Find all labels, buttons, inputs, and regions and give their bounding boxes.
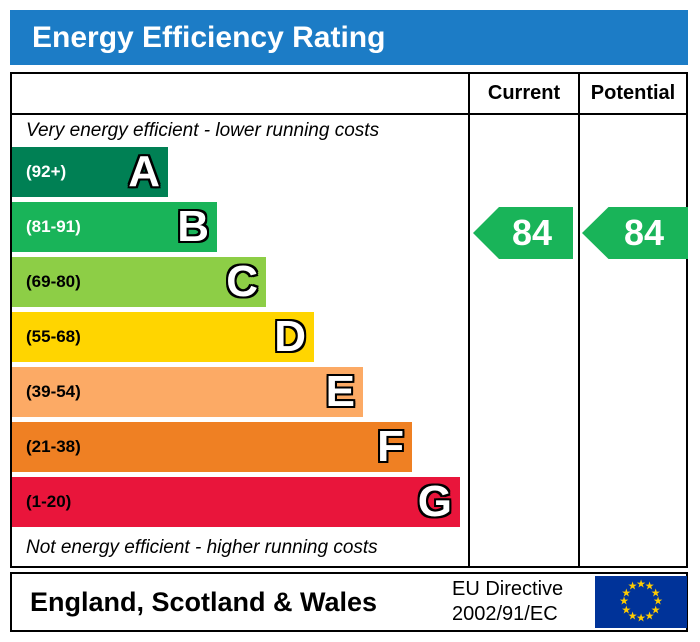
potential-column-divider — [578, 74, 580, 566]
band-letter: F — [377, 422, 404, 471]
eu-flag-star: ★ — [650, 604, 661, 616]
top-note: Very energy efficient - lower running co… — [26, 120, 380, 141]
region-label: England, Scotland & Wales — [30, 587, 378, 617]
band-F: (21-38) F — [12, 422, 412, 472]
title-bar: Energy Efficiency Rating — [10, 10, 688, 65]
band-letter: E — [325, 367, 355, 416]
band-range-label: (39-54) — [26, 382, 81, 401]
band-range-label: (69-80) — [26, 272, 81, 291]
band-range-label: (55-68) — [26, 327, 81, 346]
current-column-header: Current — [487, 82, 561, 104]
eu-flag-star: ★ — [627, 580, 638, 593]
band-range-label: (92+) — [26, 162, 67, 181]
potential-rating-value: 84 — [623, 212, 665, 253]
eu-flag-star: ★ — [653, 595, 663, 608]
bottom-note: Not energy efficient - higher running co… — [26, 537, 378, 558]
table-header-row: Current Potential — [12, 74, 686, 115]
current-rating-value: 84 — [511, 212, 553, 253]
band-range-label: (81-91) — [26, 217, 81, 236]
band-letter: G — [417, 477, 452, 526]
eu-flag-star: ★ — [650, 587, 661, 599]
footer: England, Scotland & Wales EU Directive 2… — [10, 572, 688, 632]
eu-directive-label: EU Directive 2002/91/EC — [452, 577, 563, 627]
band-letter: B — [177, 202, 209, 251]
eu-flag-star: ★ — [621, 604, 632, 616]
eu-directive-line2: 2002/91/EC — [452, 603, 558, 625]
eu-flag-star: ★ — [644, 580, 655, 593]
eu-flag-star: ★ — [627, 610, 638, 623]
band-G: (1-20) G — [12, 477, 460, 527]
band-E: (39-54) E — [12, 367, 363, 417]
band-letter: A — [128, 147, 160, 196]
band-range-label: (21-38) — [26, 437, 81, 456]
eu-directive-line1: EU Directive — [452, 578, 564, 600]
current-rating-arrow: 84 — [473, 207, 573, 259]
potential-column-header: Potential — [590, 82, 676, 104]
band-letter: C — [226, 257, 258, 306]
eu-flag-star: ★ — [636, 612, 646, 625]
potential-rating-arrow: 84 — [582, 207, 688, 259]
eu-flag: ★ ★ ★ ★ ★ ★ ★ ★ ★ ★ ★ ★ — [595, 576, 687, 628]
band-range-label: (1-20) — [26, 492, 72, 511]
band-A: (92+) A — [12, 147, 168, 197]
eu-flag-star: ★ — [644, 610, 655, 623]
band-letter: D — [274, 312, 306, 361]
rating-table: Current Potential Very energy efficient … — [10, 72, 688, 568]
eu-flag-star: ★ — [621, 587, 632, 599]
eu-flag-star: ★ — [619, 595, 629, 608]
current-column-divider — [468, 74, 470, 566]
band-B: (81-91) B — [12, 202, 217, 252]
band-C: (69-80) C — [12, 257, 266, 307]
page-title: Energy Efficiency Rating — [32, 20, 386, 54]
eu-flag-star: ★ — [636, 578, 646, 591]
band-D: (55-68) D — [12, 312, 314, 362]
